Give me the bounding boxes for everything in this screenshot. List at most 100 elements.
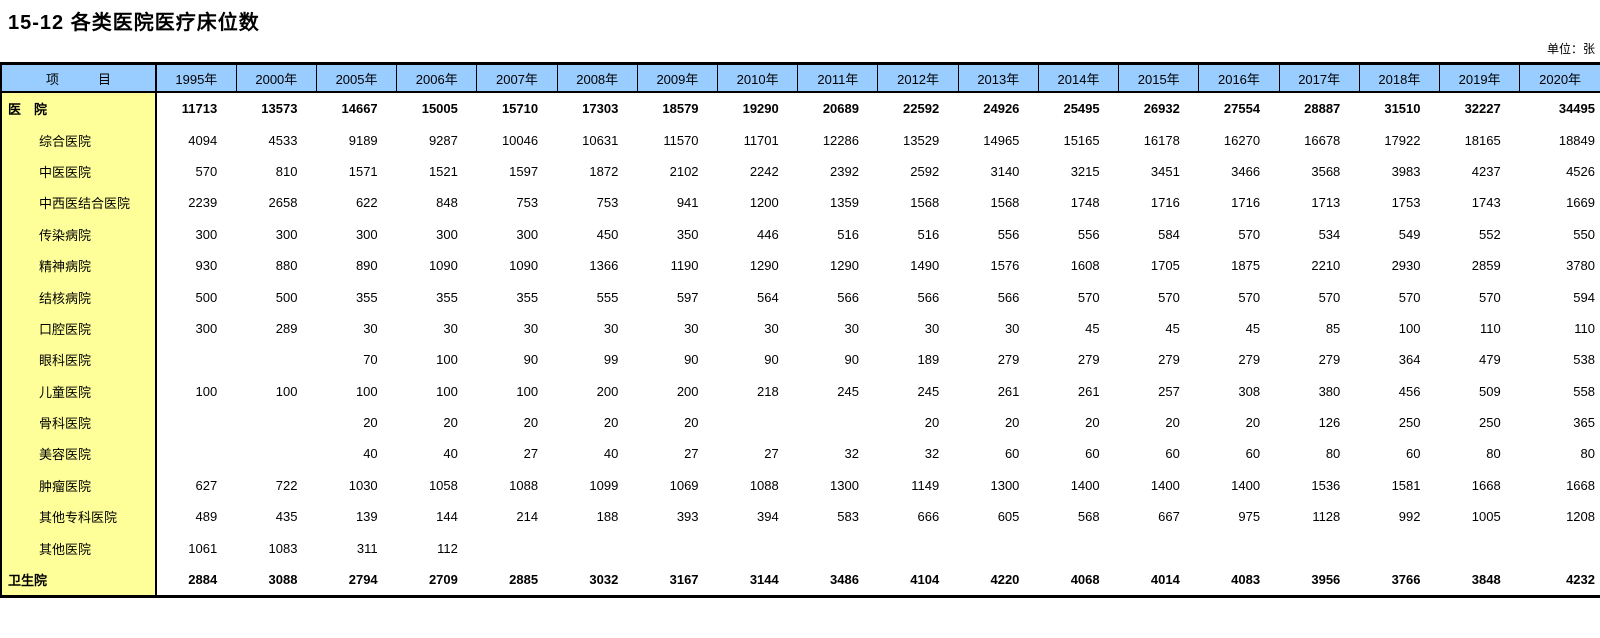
value-cell: 1521 xyxy=(428,163,458,179)
header-row: 项 目 1995年 2000年 2005年 2006年 2007年 2008年 2009年 20… xyxy=(0,63,1600,93)
value-cell: 1743 xyxy=(1471,195,1501,211)
value-cell: 31510 xyxy=(1384,101,1421,117)
value-cell: 3568 xyxy=(1311,163,1341,179)
value-cell: 1069 xyxy=(669,477,699,493)
value-cell: 245 xyxy=(837,383,859,399)
table-row: 其他医院 1061 1083 311 112 xyxy=(0,532,1600,564)
value-cell: 4237 xyxy=(1471,163,1501,179)
value-cell: 570 xyxy=(1158,289,1180,305)
value-cell: 279 xyxy=(1318,352,1341,368)
value-cell: 85 xyxy=(1325,320,1341,336)
value-cell: 556 xyxy=(1077,226,1100,242)
value-cell: 261 xyxy=(997,383,1020,399)
value-cell xyxy=(958,532,1038,563)
row-label: 传染病院 xyxy=(0,218,157,250)
value-cell: 2930 xyxy=(1391,258,1421,274)
value-cell: 2794 xyxy=(348,572,378,588)
value-cell xyxy=(798,532,878,563)
value-cell: 570 xyxy=(1238,289,1261,305)
value-cell: 60 xyxy=(1245,446,1261,462)
value-cell: 27 xyxy=(764,446,779,462)
value-cell xyxy=(718,532,798,563)
value-cell: 60 xyxy=(1406,446,1421,462)
value-cell: 218 xyxy=(757,383,779,399)
value-cell: 20 xyxy=(1165,415,1180,431)
value-cell: 597 xyxy=(676,289,699,305)
value-cell: 18165 xyxy=(1464,132,1501,148)
value-cell: 34495 xyxy=(1558,101,1595,117)
column-header-year: 2007年 xyxy=(476,63,558,93)
value-cell: 100 xyxy=(195,383,218,399)
value-cell: 1290 xyxy=(749,258,779,274)
value-cell: 15005 xyxy=(421,101,458,117)
value-cell: 594 xyxy=(1573,289,1595,305)
row-label: 儿童医院 xyxy=(0,375,157,407)
value-cell: 17303 xyxy=(582,101,619,117)
column-header-year: 2009年 xyxy=(637,63,719,93)
row-label: 结核病院 xyxy=(0,281,157,313)
value-cell: 4526 xyxy=(1566,163,1595,179)
value-cell: 30 xyxy=(844,320,859,336)
row-label: 中西医结合医院 xyxy=(0,187,157,219)
value-cell: 45 xyxy=(1165,320,1180,336)
value-cell: 10631 xyxy=(582,132,619,148)
value-cell xyxy=(1359,532,1439,563)
value-cell: 2102 xyxy=(669,163,699,179)
table-header: 项 目 1995年 2000年 2005年 2006年 2007年 2008年 2009年 20… xyxy=(0,63,1600,93)
value-cell: 10046 xyxy=(501,132,539,148)
value-cell xyxy=(156,438,236,469)
row-label: 中医医院 xyxy=(0,155,157,188)
value-cell: 1608 xyxy=(1070,258,1100,274)
value-cell: 627 xyxy=(195,477,218,493)
value-cell: 848 xyxy=(436,195,458,211)
value-cell: 100 xyxy=(275,383,298,399)
value-cell: 11701 xyxy=(743,132,779,148)
row-label: 卫生院 xyxy=(0,563,157,597)
value-cell: 279 xyxy=(1158,352,1180,368)
value-cell: 4068 xyxy=(1070,572,1100,588)
value-cell: 261 xyxy=(1077,383,1100,399)
column-header-year: 2013年 xyxy=(958,63,1039,93)
value-cell: 13529 xyxy=(903,132,940,148)
table-row: 其他专科医院 489 435 139 144 214 188 393 394 583 666 605 5… xyxy=(0,501,1600,533)
value-cell: 3088 xyxy=(268,572,298,588)
value-cell: 3451 xyxy=(1150,163,1180,179)
value-cell: 144 xyxy=(436,509,458,525)
value-cell: 365 xyxy=(1573,415,1595,431)
value-cell xyxy=(1520,532,1600,563)
value-cell: 20 xyxy=(1245,415,1261,431)
value-cell: 552 xyxy=(1479,226,1501,242)
row-label: 口腔医院 xyxy=(0,312,157,345)
value-cell: 1190 xyxy=(670,258,699,274)
value-cell: 566 xyxy=(837,289,859,305)
value-cell: 1400 xyxy=(1150,477,1180,493)
value-cell: 20 xyxy=(443,415,458,431)
value-cell: 666 xyxy=(917,509,940,525)
value-cell: 355 xyxy=(516,289,539,305)
value-cell: 1290 xyxy=(830,258,859,274)
value-cell: 450 xyxy=(596,226,619,242)
value-cell: 1668 xyxy=(1566,477,1595,493)
value-cell: 30 xyxy=(764,320,779,336)
value-cell: 558 xyxy=(1573,383,1595,399)
value-cell: 27 xyxy=(684,446,699,462)
value-cell: 570 xyxy=(1238,226,1261,242)
value-cell: 3144 xyxy=(749,572,779,588)
column-header-year: 2011年 xyxy=(797,63,879,93)
value-cell: 753 xyxy=(596,195,619,211)
value-cell xyxy=(637,532,717,563)
value-cell: 2885 xyxy=(509,572,539,588)
value-cell: 1061 xyxy=(188,540,218,556)
value-cell: 570 xyxy=(1077,289,1100,305)
value-cell: 4014 xyxy=(1150,572,1180,588)
value-cell: 60 xyxy=(1085,446,1100,462)
value-cell xyxy=(1038,532,1118,563)
column-header-year: 2015年 xyxy=(1118,63,1200,93)
column-header-year: 2014年 xyxy=(1038,63,1120,93)
value-cell: 4533 xyxy=(268,132,298,148)
value-cell: 300 xyxy=(195,226,218,242)
row-label: 精神病院 xyxy=(0,249,157,282)
value-cell: 992 xyxy=(1398,509,1421,525)
value-cell: 1030 xyxy=(348,477,378,493)
value-cell: 1536 xyxy=(1311,477,1341,493)
